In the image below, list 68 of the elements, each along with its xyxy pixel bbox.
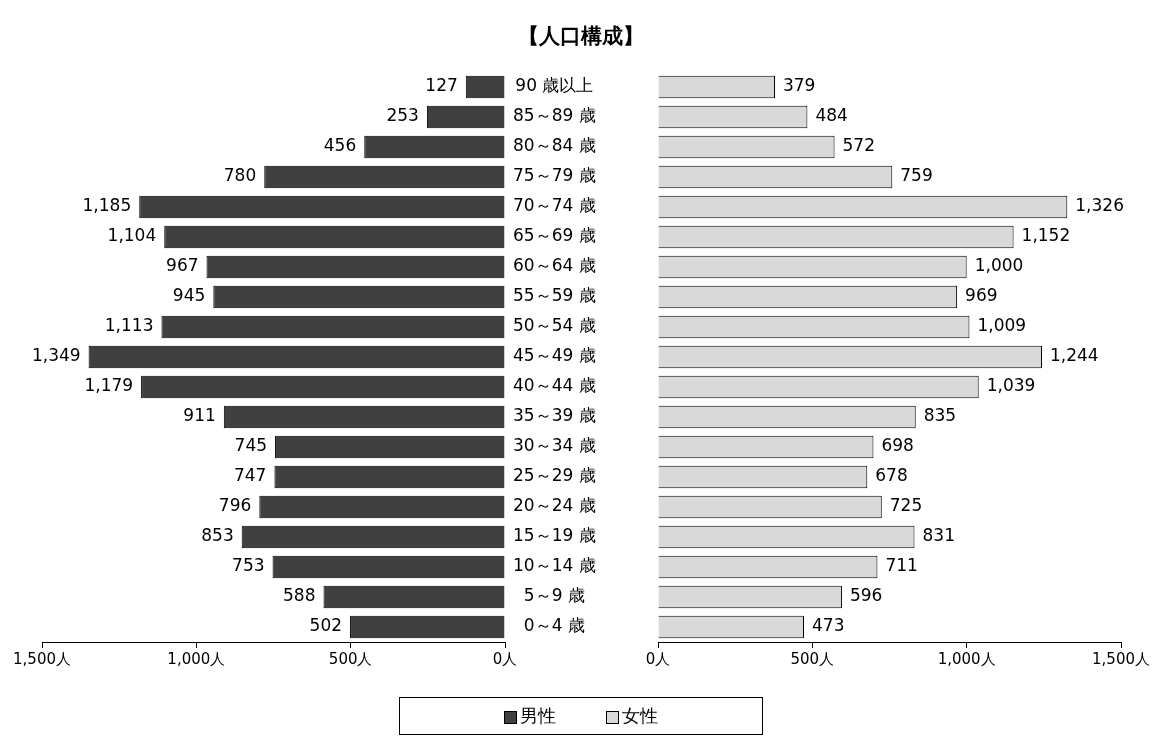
data-label: 1,039 bbox=[986, 375, 1036, 396]
data-label: 725 bbox=[889, 495, 923, 516]
data-label: 1,000 bbox=[974, 255, 1024, 276]
data-label: 747 bbox=[233, 465, 267, 486]
y-tick-label: 65～69 歳 bbox=[513, 225, 596, 246]
x-tick-label: 0人 bbox=[645, 649, 671, 668]
y-tick-label: 35～39 歳 bbox=[513, 405, 596, 426]
x-tick-label: 500人 bbox=[790, 649, 835, 668]
data-label: 127 bbox=[425, 75, 458, 96]
y-tick-label: 75～79 歳 bbox=[513, 165, 596, 186]
y-tick-label: 25～29 歳 bbox=[513, 465, 596, 486]
data-label: 967 bbox=[166, 255, 199, 276]
data-label: 745 bbox=[234, 435, 268, 456]
data-label: 753 bbox=[232, 555, 265, 576]
data-label: 253 bbox=[386, 105, 419, 126]
data-label: 1,244 bbox=[1049, 345, 1099, 366]
data-label: 698 bbox=[881, 435, 914, 456]
legend-label: 女性 bbox=[621, 704, 658, 728]
y-tick-label: 80～84 歳 bbox=[513, 135, 596, 156]
data-label: 711 bbox=[885, 555, 918, 576]
y-tick-label: 60～64 歳 bbox=[513, 255, 596, 276]
data-label: 1,185 bbox=[82, 195, 132, 216]
data-label: 588 bbox=[283, 585, 316, 606]
data-label: 502 bbox=[309, 615, 343, 636]
y-tick-label: 30～34 歳 bbox=[513, 435, 596, 456]
data-label: 1,113 bbox=[104, 315, 154, 336]
x-tick-label: 1,500人 bbox=[13, 649, 71, 668]
data-label: 484 bbox=[815, 105, 848, 126]
y-tick-label: 0～4 歳 bbox=[523, 615, 585, 636]
data-label: 572 bbox=[842, 135, 876, 156]
data-label: 780 bbox=[223, 165, 257, 186]
data-label: 945 bbox=[172, 285, 206, 306]
y-tick-label: 85～89 歳 bbox=[513, 105, 596, 126]
data-label: 678 bbox=[875, 465, 908, 486]
x-tick-label: 1,500人 bbox=[1092, 649, 1150, 668]
y-tick-label: 5～9 歳 bbox=[523, 585, 585, 606]
data-label: 1,104 bbox=[107, 225, 157, 246]
data-label: 1,349 bbox=[31, 345, 81, 366]
data-label: 473 bbox=[812, 615, 845, 636]
x-tick-label: 1,000人 bbox=[167, 649, 226, 668]
data-label: 379 bbox=[782, 75, 816, 96]
data-label: 596 bbox=[849, 585, 883, 606]
y-tick-label: 45～49 歳 bbox=[513, 345, 596, 366]
data-label: 853 bbox=[201, 525, 234, 546]
y-tick-label: 40～44 歳 bbox=[513, 375, 596, 396]
y-tick-label: 70～74 歳 bbox=[513, 195, 596, 216]
text: 【人口構成】 bbox=[517, 23, 645, 50]
data-label: 456 bbox=[323, 135, 357, 156]
data-label: 831 bbox=[922, 525, 955, 546]
data-label: 835 bbox=[923, 405, 957, 426]
data-label: 969 bbox=[965, 285, 998, 306]
data-label: 1,152 bbox=[1021, 225, 1071, 246]
data-label: 759 bbox=[900, 165, 933, 186]
x-tick-label: 0人 bbox=[492, 649, 518, 668]
data-label: 1,326 bbox=[1075, 195, 1124, 216]
y-tick-label: 15～19 歳 bbox=[513, 525, 596, 546]
x-tick-label: 500人 bbox=[328, 649, 373, 668]
legend-label: 男性 bbox=[519, 704, 556, 728]
y-tick-label: 50～54 歳 bbox=[513, 315, 596, 336]
y-tick-label: 10～14 歳 bbox=[513, 555, 596, 576]
y-tick-label: 20～24 歳 bbox=[513, 495, 596, 516]
y-tick-label: 90 歳以上 bbox=[515, 75, 594, 96]
y-tick-label: 55～59 歳 bbox=[513, 285, 596, 306]
data-label: 1,179 bbox=[84, 375, 134, 396]
data-label: 1,009 bbox=[977, 315, 1027, 336]
data-label: 911 bbox=[183, 405, 216, 426]
data-label: 796 bbox=[218, 495, 252, 516]
x-tick-label: 1,000人 bbox=[937, 649, 996, 668]
